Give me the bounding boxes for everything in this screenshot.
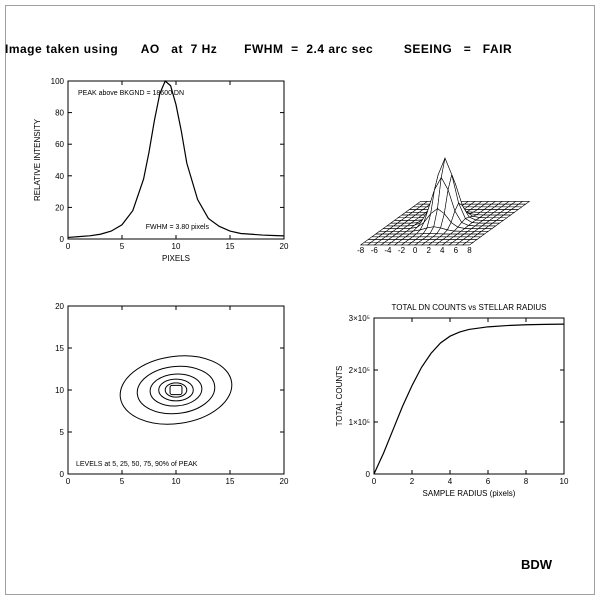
svg-text:LEVELS at 5, 25, 50, 75, 90% o: LEVELS at 5, 25, 50, 75, 90% of PEAK [76, 461, 198, 468]
svg-text:15: 15 [226, 477, 235, 486]
svg-text:5: 5 [120, 477, 125, 486]
svg-text:20: 20 [280, 242, 289, 251]
svg-text:1×10⁵: 1×10⁵ [349, 418, 370, 427]
svg-text:0: 0 [66, 477, 71, 486]
svg-text:80: 80 [55, 109, 64, 118]
svg-text:-6: -6 [371, 246, 379, 255]
svg-text:15: 15 [226, 242, 235, 251]
svg-text:TOTAL COUNTS: TOTAL COUNTS [335, 366, 344, 427]
svg-text:2: 2 [426, 246, 431, 255]
header-prefix: Image taken using [5, 42, 118, 56]
svg-text:0: 0 [60, 235, 65, 244]
svg-text:20: 20 [280, 477, 289, 486]
footer-signature: BDW [521, 557, 552, 572]
header-fwhm-value: = 2.4 arc sec [291, 42, 373, 56]
svg-text:-4: -4 [384, 246, 392, 255]
svg-text:FWHM = 3.80 pixels: FWHM = 3.80 pixels [146, 224, 210, 231]
svg-text:2×10⁵: 2×10⁵ [349, 366, 370, 375]
header-fwhm-label: FWHM [244, 42, 283, 56]
svg-text:20: 20 [55, 203, 64, 212]
svg-text:0: 0 [413, 246, 418, 255]
header-hz: at 7 Hz [171, 42, 217, 56]
svg-text:100: 100 [51, 77, 65, 86]
svg-text:10: 10 [55, 386, 64, 395]
svg-text:10: 10 [560, 477, 569, 486]
svg-text:15: 15 [55, 344, 64, 353]
svg-text:5: 5 [60, 428, 65, 437]
contour-chart: 0 5 10 15 20 0 5 10 15 20 LEVELS at 5, 25, 50, 75,… [30, 300, 290, 500]
svg-text:5: 5 [120, 242, 125, 251]
header: Image taken using AO at 7 Hz FWHM = 2.4 … [5, 28, 595, 56]
svg-text:8: 8 [524, 477, 529, 486]
svg-text:0: 0 [66, 242, 71, 251]
svg-text:0: 0 [60, 470, 65, 479]
svg-text:4: 4 [440, 246, 445, 255]
header-seeing-label: SEEING [404, 42, 452, 56]
profile-chart: 0 5 10 15 20 0 20 40 60 80 100 PIXELS RELATIVE INTEN… [30, 75, 290, 265]
svg-text:PEAK above BKGND = 18600 DN: PEAK above BKGND = 18600 DN [78, 90, 184, 97]
svg-text:3×10⁵: 3×10⁵ [349, 314, 370, 323]
header-ao: AO [141, 42, 160, 56]
svg-text:0: 0 [372, 477, 377, 486]
growth-chart: TOTAL DN COUNTS vs STELLAR RADIUS 0 2 4 6 8 10… [330, 300, 570, 500]
svg-text:TOTAL DN COUNTS vs STELLAR RAD: TOTAL DN COUNTS vs STELLAR RADIUS [392, 303, 547, 312]
svg-text:60: 60 [55, 140, 64, 149]
svg-text:10: 10 [172, 477, 181, 486]
svg-text:SAMPLE RADIUS (pixels): SAMPLE RADIUS (pixels) [423, 489, 516, 498]
svg-text:PIXELS: PIXELS [162, 254, 190, 263]
svg-text:40: 40 [55, 172, 64, 181]
svg-text:RELATIVE INTENSITY: RELATIVE INTENSITY [33, 118, 42, 201]
svg-text:6: 6 [454, 246, 459, 255]
svg-text:8: 8 [467, 246, 472, 255]
svg-text:-2: -2 [398, 246, 406, 255]
header-seeing-value: = FAIR [464, 42, 512, 56]
svg-text:10: 10 [172, 242, 181, 251]
svg-text:0: 0 [366, 470, 371, 479]
surface-chart: -8 -6 -4 -2 02468 [320, 75, 570, 265]
svg-text:2: 2 [410, 477, 415, 486]
svg-text:4: 4 [448, 477, 453, 486]
svg-text:20: 20 [55, 302, 64, 311]
svg-text:-8: -8 [357, 246, 365, 255]
svg-text:6: 6 [486, 477, 491, 486]
